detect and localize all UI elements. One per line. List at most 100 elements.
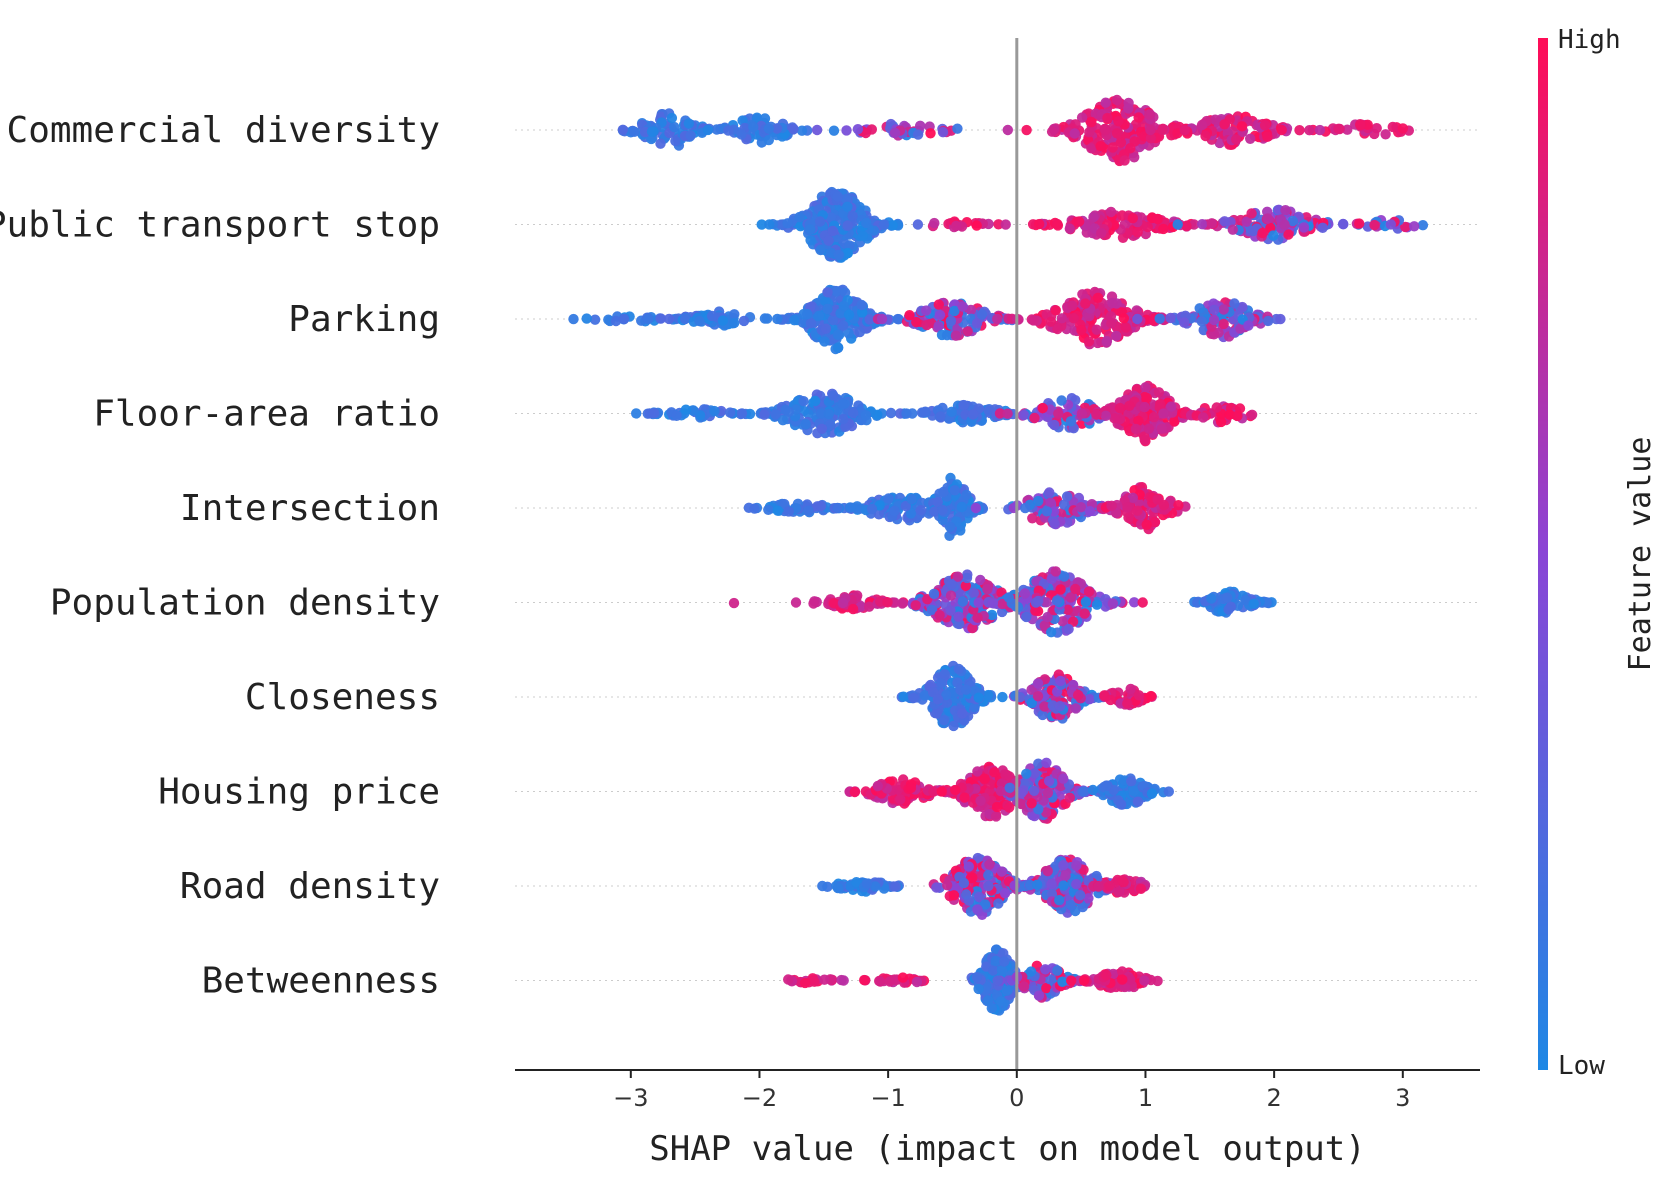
shap-point bbox=[1102, 112, 1113, 124]
shap-point bbox=[1019, 588, 1031, 599]
shap-point bbox=[1143, 423, 1155, 434]
shap-point bbox=[717, 315, 729, 326]
shap-point bbox=[1076, 324, 1087, 336]
shap-point bbox=[878, 219, 890, 230]
shap-point bbox=[820, 296, 831, 307]
shap-point bbox=[1032, 879, 1043, 890]
shap-point bbox=[680, 404, 692, 415]
shap-point bbox=[864, 314, 875, 325]
shap-point bbox=[1100, 125, 1111, 136]
colorbar-high-label: High bbox=[1558, 25, 1621, 55]
shap-point bbox=[965, 304, 977, 316]
shap-point bbox=[946, 406, 957, 417]
shap-point bbox=[925, 128, 936, 139]
shap-point bbox=[1058, 880, 1069, 891]
shap-point bbox=[825, 212, 837, 223]
shap-point bbox=[1025, 966, 1037, 977]
shap-point bbox=[1241, 216, 1252, 227]
shap-point bbox=[1232, 410, 1243, 422]
shap-point bbox=[1063, 623, 1074, 635]
shap-point bbox=[993, 898, 1004, 909]
shap-point bbox=[1117, 875, 1128, 886]
shap-point bbox=[955, 525, 966, 536]
colorbar-title: Feature value bbox=[1623, 437, 1658, 672]
shap-point bbox=[1314, 124, 1326, 136]
shap-point bbox=[1133, 112, 1144, 123]
shap-point bbox=[912, 129, 924, 140]
shap-point bbox=[1068, 679, 1079, 691]
feature-points bbox=[756, 186, 1429, 263]
shap-point bbox=[783, 974, 794, 985]
shap-point bbox=[1083, 336, 1095, 347]
shap-point bbox=[912, 219, 924, 230]
shap-point bbox=[1211, 402, 1222, 413]
shap-point bbox=[1276, 124, 1287, 136]
shap-point bbox=[1163, 786, 1175, 797]
shap-point bbox=[763, 504, 774, 515]
shap-point bbox=[1385, 219, 1397, 230]
shap-point bbox=[738, 315, 750, 327]
shap-point bbox=[945, 315, 957, 327]
shap-point bbox=[1080, 298, 1091, 309]
shap-point bbox=[1001, 985, 1012, 996]
shap-point bbox=[1080, 596, 1092, 608]
shap-point bbox=[908, 692, 919, 704]
shap-point bbox=[857, 230, 868, 241]
shap-point bbox=[994, 408, 1006, 419]
shap-point bbox=[1117, 974, 1128, 985]
shap-point bbox=[975, 795, 986, 806]
shap-point bbox=[828, 125, 840, 136]
shap-point bbox=[685, 130, 696, 141]
shap-point bbox=[996, 866, 1008, 877]
shap-point bbox=[788, 123, 799, 135]
shap-point bbox=[1333, 123, 1344, 134]
shap-point bbox=[1107, 297, 1118, 309]
shap-point bbox=[989, 767, 1000, 778]
shap-point bbox=[972, 904, 983, 915]
shap-point bbox=[992, 313, 1003, 325]
shap-point bbox=[945, 590, 957, 601]
shap-point bbox=[1152, 213, 1163, 225]
shap-point bbox=[1101, 780, 1112, 791]
shap-point bbox=[1137, 597, 1148, 608]
shap-point bbox=[1018, 981, 1030, 992]
shap-point bbox=[911, 316, 922, 328]
shap-point bbox=[949, 485, 960, 496]
shap-point bbox=[1092, 337, 1103, 349]
x-tick-label: 3 bbox=[1395, 1084, 1410, 1112]
shap-point bbox=[1262, 213, 1274, 224]
shap-point bbox=[1029, 412, 1040, 424]
shap-point bbox=[990, 811, 1002, 822]
shap-point bbox=[827, 314, 839, 326]
shap-point bbox=[1041, 757, 1052, 768]
shap-point bbox=[843, 309, 855, 320]
shap-point bbox=[1196, 316, 1207, 327]
shap-point bbox=[859, 974, 870, 986]
shap-point bbox=[831, 286, 842, 297]
shap-point bbox=[933, 321, 944, 332]
feature-label: Closeness bbox=[245, 677, 440, 718]
shap-point bbox=[1057, 976, 1068, 987]
shap-point bbox=[1004, 782, 1015, 793]
shap-point bbox=[1126, 776, 1137, 787]
shap-point bbox=[1218, 304, 1229, 315]
x-tick-label: 1 bbox=[1138, 1084, 1153, 1112]
shap-point bbox=[1106, 318, 1117, 329]
shap-point bbox=[968, 588, 979, 599]
shap-point bbox=[799, 977, 811, 989]
shap-point bbox=[1248, 225, 1259, 237]
shap-point bbox=[811, 124, 823, 136]
shap-point bbox=[814, 216, 826, 227]
shap-point bbox=[1355, 120, 1366, 131]
shap-point bbox=[1125, 143, 1136, 154]
shap-point bbox=[756, 219, 767, 230]
shap-point bbox=[959, 792, 970, 803]
shap-point bbox=[1114, 402, 1126, 414]
shap-point bbox=[805, 318, 817, 329]
shap-point bbox=[568, 313, 579, 325]
shap-point bbox=[971, 220, 982, 231]
shap-point bbox=[973, 983, 984, 995]
shap-point bbox=[1115, 799, 1127, 810]
shap-point bbox=[1060, 870, 1071, 881]
